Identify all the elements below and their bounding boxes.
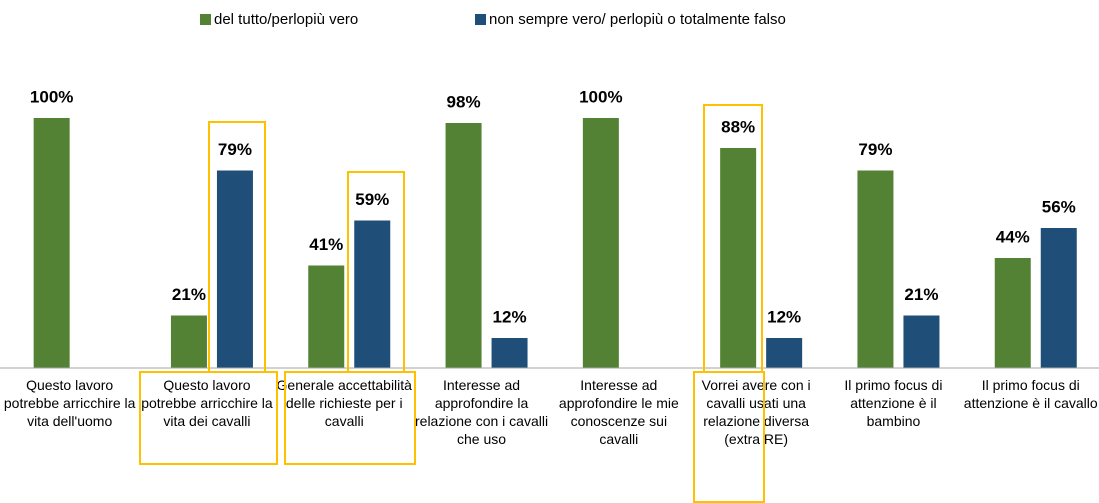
value-label: 21% [904, 285, 938, 304]
highlight-box [693, 371, 765, 503]
highlight-box [284, 371, 416, 465]
legend-swatch [475, 14, 486, 25]
x-tick-label: Generale accettabilità delle richieste p… [276, 377, 412, 429]
legend-swatch [200, 14, 211, 25]
legend-label: non sempre vero/ perlopiù o totalmente f… [489, 11, 786, 28]
highlight-box [139, 371, 278, 465]
category-label-box: Vorrei avere con i cavalli usati una rel… [701, 377, 811, 447]
category-label-box: Interesse ad approfondire la relazione c… [415, 377, 549, 447]
bar [354, 220, 391, 368]
category-label-box: Il primo focus di attenzione è il cavall… [963, 377, 1098, 411]
category-label-box: Generale accettabilità delle richieste p… [276, 377, 412, 429]
bar [582, 118, 619, 368]
bar [1040, 228, 1077, 368]
value-label: 98% [447, 92, 481, 111]
legend-label: del tutto/perlopiù vero [214, 11, 358, 28]
bar [445, 123, 482, 368]
bar [903, 315, 940, 368]
bar [491, 338, 528, 368]
value-label: 79% [218, 140, 252, 159]
x-tick-label: Il primo focus di attenzione è il cavall… [963, 377, 1098, 411]
category-label-box: Interesse ad approfondire le mie conosce… [558, 377, 679, 447]
bar [994, 258, 1031, 368]
x-tick-label: Interesse ad approfondire le mie conosce… [558, 377, 679, 447]
value-label: 79% [858, 140, 892, 159]
x-tick-label: Interesse ad approfondire la relazione c… [415, 377, 549, 447]
x-tick-label: Questo lavoro potrebbe arricchire la vit… [3, 377, 136, 429]
value-label: 21% [172, 285, 206, 304]
x-tick-label: Vorrei avere con i cavalli usati una rel… [701, 377, 811, 447]
value-label: 88% [721, 117, 755, 136]
bar [33, 118, 70, 368]
value-label: 12% [767, 307, 801, 326]
value-label: 59% [355, 190, 389, 209]
value-label: 44% [996, 227, 1030, 246]
value-label: 12% [493, 307, 527, 326]
value-label: 100% [30, 87, 73, 106]
value-label: 100% [579, 87, 622, 106]
bar [766, 338, 803, 368]
category-label-box: Questo lavoro potrebbe arricchire la vit… [141, 377, 273, 429]
category-label-box: Il primo focus di attenzione è il bambin… [844, 377, 943, 429]
bar [170, 315, 207, 368]
bar [308, 265, 345, 368]
bar [216, 170, 253, 368]
category-label-box: Questo lavoro potrebbe arricchire la vit… [3, 377, 136, 429]
value-label: 41% [309, 235, 343, 254]
value-label: 56% [1042, 197, 1076, 216]
bar [720, 148, 757, 368]
x-tick-label: Questo lavoro potrebbe arricchire la vit… [141, 377, 273, 429]
bar [857, 170, 894, 368]
x-tick-label: Il primo focus di attenzione è il bambin… [844, 377, 943, 429]
